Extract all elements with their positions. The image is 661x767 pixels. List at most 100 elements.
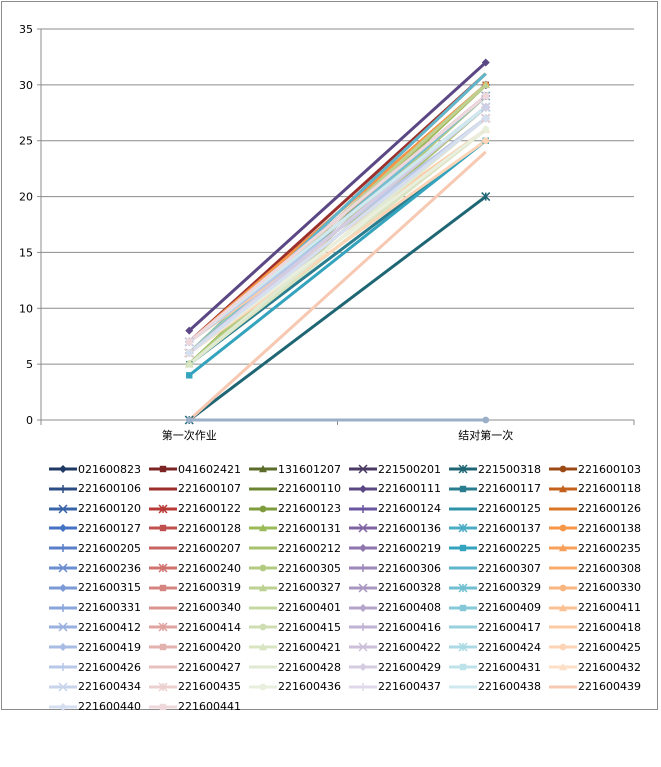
legend-item-041602421: 041602421 [148,459,241,479]
legend-swatch-marker [359,564,367,572]
legend-swatch-marker [459,604,467,611]
legend-swatch-marker [158,563,168,573]
legend-label: 221600421 [278,640,341,654]
legend-item-221600418: 221600418 [548,617,641,637]
legend-label: 221600417 [478,620,541,634]
legend-item-221600439: 221600439 [548,677,641,697]
legend-swatch [249,487,277,491]
legend-swatch-marker [358,583,368,593]
legend-item-221600419: 221600419 [48,637,141,657]
legend-item-221600409: 221600409 [448,598,541,618]
legend-item-221600207: 221600207 [148,538,241,558]
data-point-74-0 [185,416,193,424]
legend-item-221600340: 221600340 [148,598,241,618]
legend-swatch [449,604,477,611]
legend-item-221500318: 221500318 [448,459,541,479]
legend-item-221600401: 221600401 [248,598,341,618]
legend-swatch [149,584,177,591]
legend-label: 221600330 [578,581,641,595]
legend-swatch-marker [158,682,168,692]
legend-swatch-marker [259,683,267,691]
legend-swatch-marker [159,584,167,591]
legend-swatch [49,583,77,592]
legend-label: 221600408 [378,601,441,615]
legend-swatch [149,643,177,651]
legend-swatch [549,507,577,511]
legend-item-221600106: 221600106 [48,479,141,499]
legend-label: 221600432 [578,660,641,674]
y-tick-label: 0 [26,414,33,427]
legend-swatch-marker [259,505,267,512]
legend-swatch [549,584,577,592]
legend-swatch-marker [459,663,467,671]
legend-label: 221500318 [478,462,541,476]
legend-swatch [449,523,477,533]
legend-swatch [349,484,377,493]
legend-item-221600412: 221600412 [48,617,141,637]
legend-label: 221600328 [378,581,441,595]
legend-label: 221600120 [78,502,141,516]
legend-swatch [349,642,377,652]
legend-label: 221600416 [378,620,441,634]
legend-swatch-marker [59,544,67,553]
legend-label: 221600131 [278,521,341,535]
legend-swatch-marker [559,484,567,492]
legend-swatch [249,465,277,473]
legend-item-221600122: 221600122 [148,499,241,519]
legend-swatch [49,603,77,612]
series-line-221600225 [188,139,487,377]
legend-label: 131601207 [278,462,341,476]
x-tick-label: 结对第一次 [458,428,513,442]
legend-label: 221600329 [478,581,541,595]
legend-swatch-marker [58,504,68,514]
legend-item-221600103: 221600103 [548,459,641,479]
legend-swatch [49,484,77,493]
legend-swatch-marker [359,504,367,513]
legend-label: 221600103 [578,462,641,476]
legend-swatch-marker [459,485,467,492]
legend-swatch [249,564,277,572]
legend-label: 221600340 [178,601,241,615]
legend-label: 221600305 [278,561,341,575]
legend-label: 221600415 [278,620,341,634]
legend-swatch-marker [559,663,567,671]
legend-item-221600428: 221600428 [248,657,341,677]
legend-label: 221600436 [278,680,341,694]
legend-item-131601207: 131601207 [248,459,341,479]
data-point-221600441-0 [186,338,193,345]
legend-swatch [49,465,77,473]
legend-swatch [149,546,177,550]
legend-swatch-marker [59,524,67,533]
legend-label: 041602421 [178,462,241,476]
legend-swatch [149,465,177,473]
legend-item-221600315: 221600315 [48,578,141,598]
legend-swatch [349,523,377,533]
legend-swatch-marker [159,643,167,651]
legend-label: 221600418 [578,620,641,634]
legend-label: 221600422 [378,640,441,654]
legend-label: 221600327 [278,581,341,595]
legend-swatch [549,465,577,473]
legend-label: 221600308 [578,561,641,575]
data-point-221600436-1 [482,126,490,133]
legend-swatch-marker [259,643,267,651]
legend-swatch [349,663,377,671]
legend-item-221600420: 221600420 [148,637,241,657]
legend-swatch-marker [359,484,367,493]
legend-swatch [149,504,177,514]
legend-label: 221600438 [478,680,541,694]
legend-item-221600126: 221600126 [548,499,641,519]
legend-swatch-marker [59,702,67,711]
series-line-221600440 [188,117,487,355]
legend-swatch-marker [58,682,68,692]
legend-swatch [549,663,577,671]
legend-swatch [149,703,177,710]
series-line-221600439 [188,150,487,422]
series-line-221600441 [188,94,487,343]
legend-swatch [449,544,477,552]
data-point-221600441-1 [482,92,489,100]
data-point-221600111-0 [185,326,194,335]
legend-item-221600330: 221600330 [548,578,641,598]
legend-item-221600415: 221600415 [248,617,341,637]
legend-label: 221600440 [78,700,141,714]
